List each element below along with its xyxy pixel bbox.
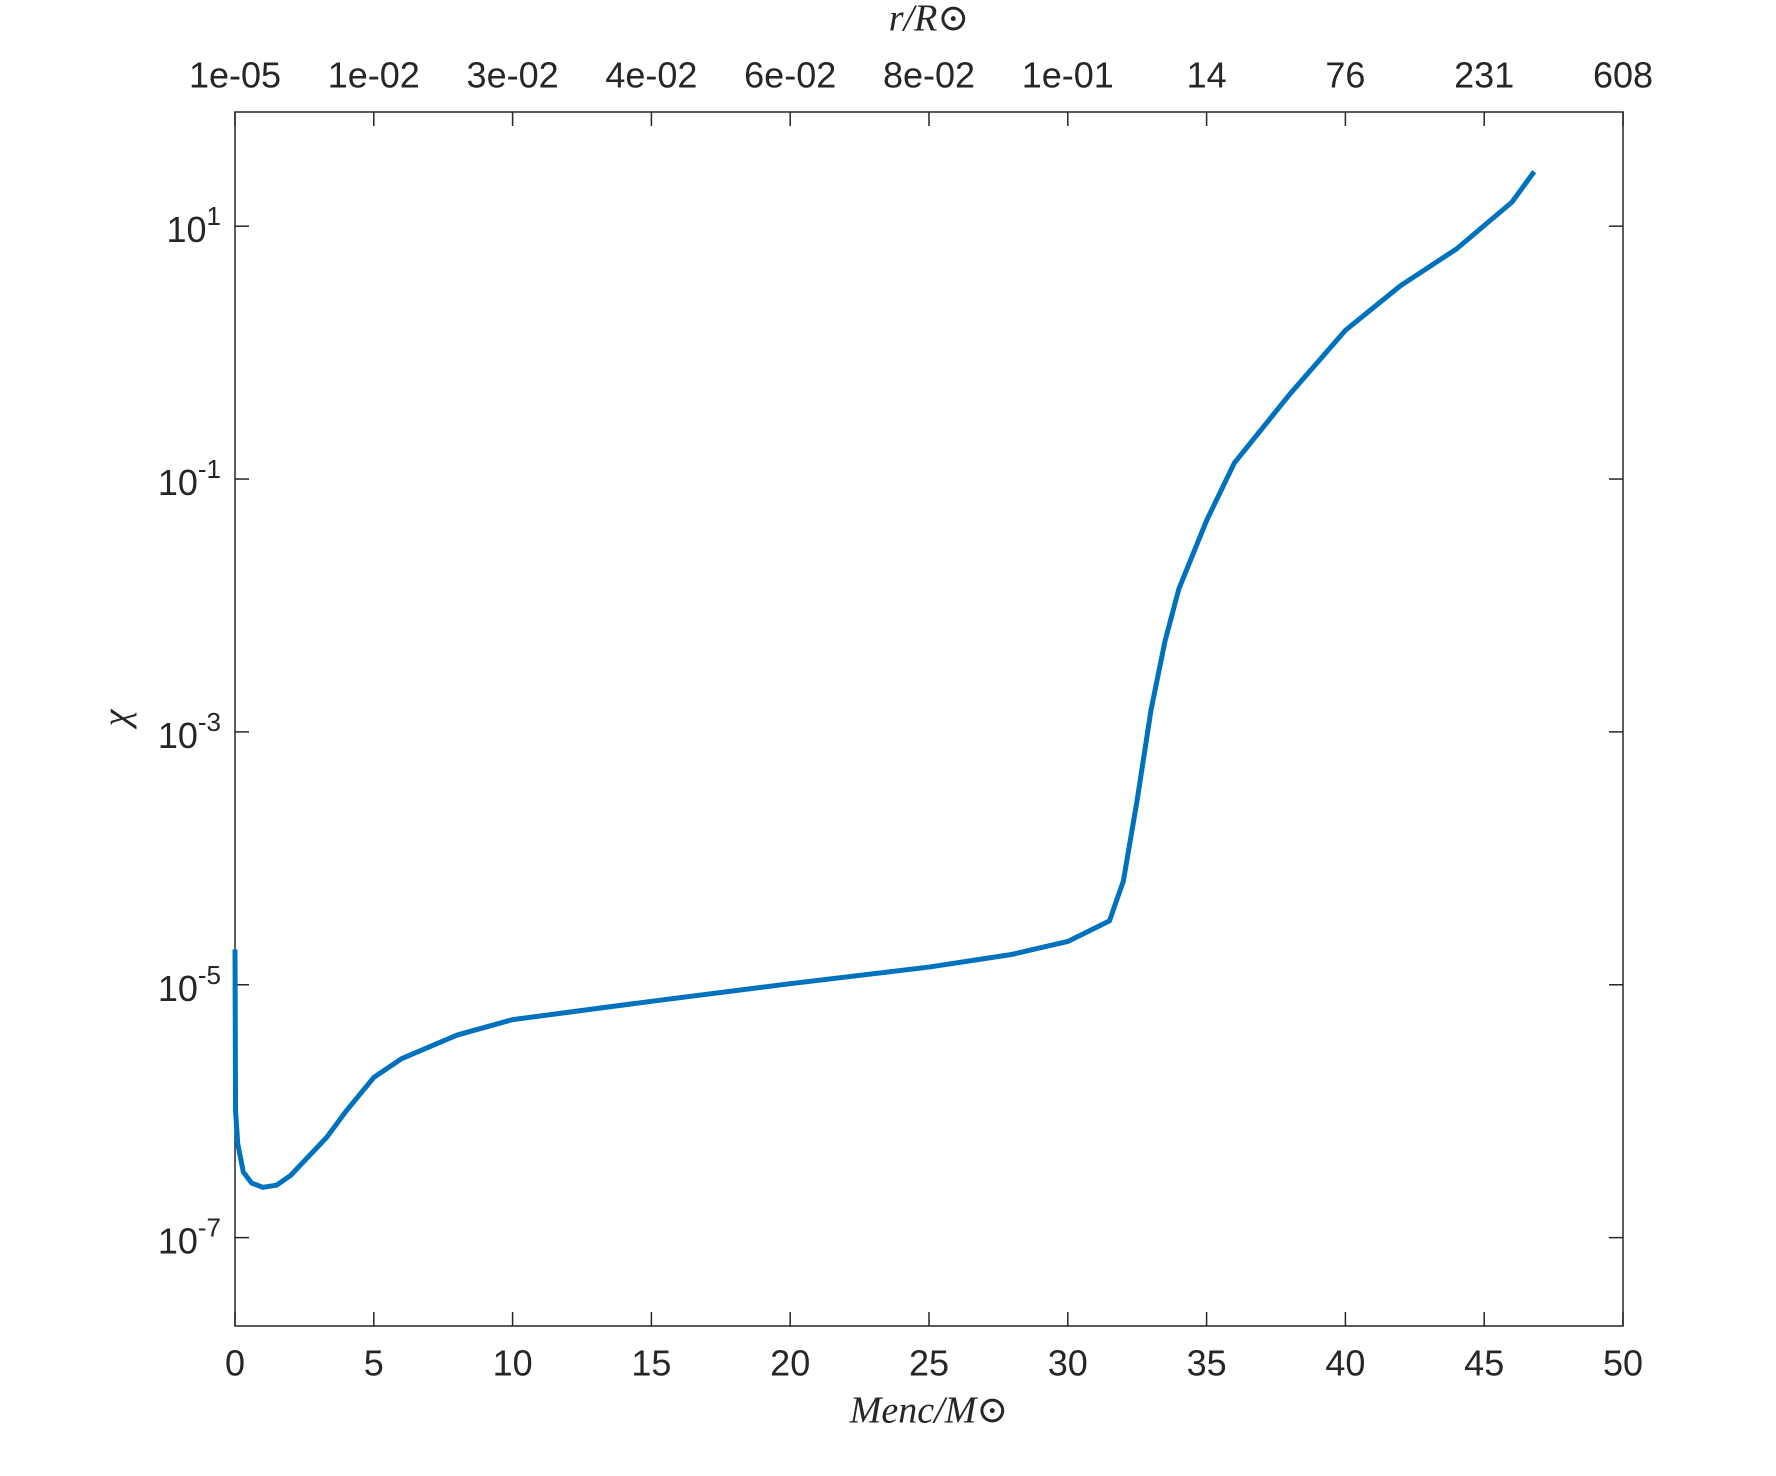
y-tick-label: 101	[166, 201, 221, 250]
y-tick-label: 10-3	[158, 707, 221, 756]
x2-tick-label: 1e-02	[328, 55, 420, 96]
x2-tick-label: 608	[1593, 55, 1653, 96]
x2-tick-label: 1e-05	[189, 55, 281, 96]
x-tick-label: 30	[1048, 1343, 1088, 1384]
data-line	[232, 170, 1537, 1190]
y-axis-label: χ	[96, 708, 138, 730]
y-tick-label: 10-1	[158, 454, 221, 503]
x-tick-label: 15	[631, 1343, 671, 1384]
x2-tick-label: 3e-02	[467, 55, 559, 96]
x2-tick-label: 4e-02	[605, 55, 697, 96]
x-tick-label: 20	[770, 1343, 810, 1384]
x-tick-label: 25	[909, 1343, 949, 1384]
x-axis-label: Menc/M⊙	[849, 1390, 1008, 1432]
plot-frame	[234, 111, 1624, 1327]
x2-tick-label: 231	[1454, 55, 1514, 96]
x-tick-label: 45	[1464, 1343, 1504, 1384]
x2-tick-label: 8e-02	[883, 55, 975, 96]
x2-tick-label: 14	[1187, 55, 1227, 96]
x-tick-label: 40	[1325, 1343, 1365, 1384]
x-tick-label: 10	[493, 1343, 533, 1384]
x-tick-label: 35	[1187, 1343, 1227, 1384]
x2-tick-label: 6e-02	[744, 55, 836, 96]
y-tick-label: 10-5	[158, 960, 221, 1009]
x2-tick-label: 76	[1325, 55, 1365, 96]
x2-tick-label: 1e-01	[1022, 55, 1114, 96]
x-tick-label: 0	[225, 1343, 245, 1384]
x2-axis-label: r/R⊙	[889, 0, 969, 40]
x-tick-label: 50	[1603, 1343, 1643, 1384]
x-tick-label: 5	[364, 1343, 384, 1384]
y-tick-label: 10-7	[158, 1213, 221, 1262]
